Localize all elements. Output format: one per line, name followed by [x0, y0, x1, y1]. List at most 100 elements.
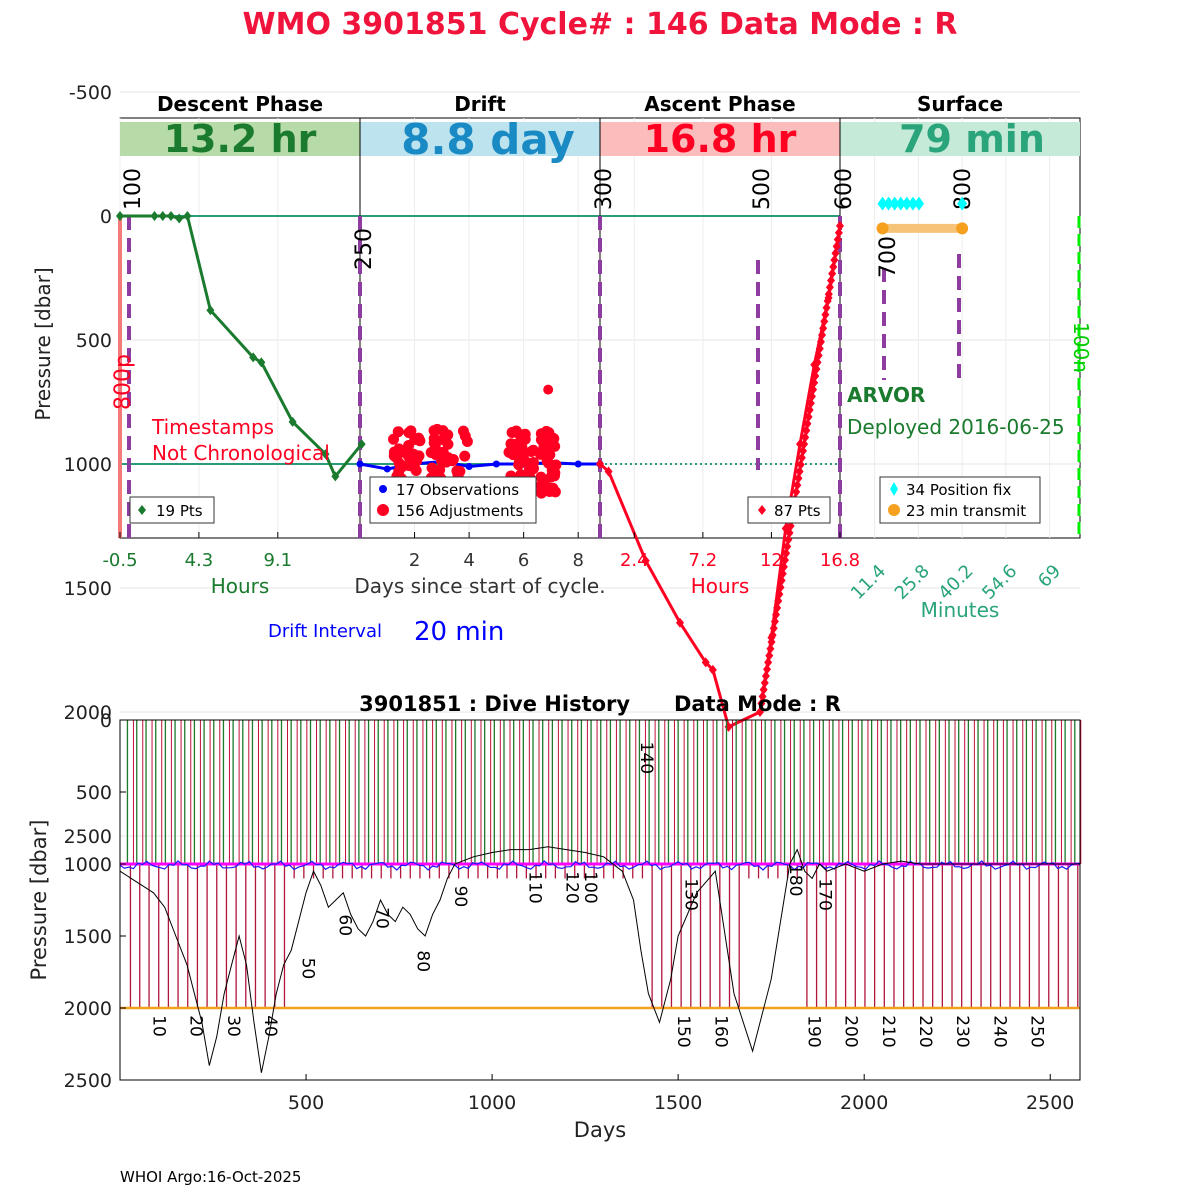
cycle-number-label: 210	[878, 1015, 898, 1047]
ascent-point	[764, 657, 773, 668]
drift-adjustment-point	[388, 446, 400, 458]
dive-history-chart: 3901851 : Dive History Data Mode : R 10 2…	[27, 692, 1082, 1142]
timestamps-note-line2: Not Chronological	[152, 441, 330, 465]
descent-point	[257, 357, 266, 368]
cycle-number-label: 40	[260, 1015, 280, 1037]
footer-credit: WHOI Argo:16-Oct-2025	[120, 1168, 301, 1186]
drift-adjustment-point	[430, 448, 442, 460]
top-x-tick-label: 69	[1034, 561, 1065, 592]
drift-adjustment-point	[525, 445, 537, 457]
ascent-point	[814, 350, 823, 361]
max-depth-trace	[119, 846, 1080, 1073]
drift-adjustment-point	[440, 456, 452, 468]
cycle-number-label: 80	[413, 950, 433, 972]
ascent-point	[833, 234, 842, 245]
descent-marker-icon	[138, 505, 146, 515]
drift-adjustment-point	[503, 446, 515, 458]
descent-point	[175, 213, 184, 224]
descent-point	[206, 305, 215, 316]
ascent-point	[796, 439, 804, 450]
drift-adjustment-point	[442, 429, 454, 441]
bottom-x-tick-label: 2000	[840, 1092, 888, 1114]
ascent-point	[596, 459, 604, 469]
marker-label-700: 700	[876, 236, 901, 278]
descent-point	[166, 211, 175, 221]
cycle-number-label: 100	[580, 871, 600, 903]
cycle-number-label: 200	[841, 1015, 861, 1047]
ascent-point	[724, 721, 733, 732]
ascent-point	[769, 623, 778, 634]
bottom-y-tick-label: 2000	[64, 998, 112, 1020]
bottom-x-tick-label: 1000	[468, 1092, 516, 1114]
ascent-point	[792, 486, 801, 497]
top-x-ticks: -0.5 4.3 9.1 2 4 6 8 2.4 7.2 12 16.811.4 25.8 40.2 54…	[102, 532, 1065, 604]
cycle-number-label: 70	[372, 907, 392, 929]
drift-adjustment-point	[457, 425, 469, 437]
page-title: WMO 3901851 Cycle# : 146 Data Mode : R	[243, 7, 958, 42]
ascent-point	[824, 289, 833, 300]
phase-title-ascent: Ascent Phase	[644, 92, 795, 116]
cycle-number-label: 220	[915, 1015, 935, 1047]
ascent-point	[795, 466, 804, 477]
ascent-point	[765, 650, 774, 661]
drift-interval-label: Drift Interval	[268, 621, 382, 642]
drift-adjustment-point	[403, 439, 415, 451]
ascent-point	[797, 452, 806, 463]
ascent-point	[776, 582, 785, 593]
ascent-point	[756, 707, 764, 717]
drift-adjustment-point	[523, 463, 535, 475]
ascent-point	[832, 241, 841, 252]
ascent-point	[821, 309, 830, 320]
ascent-point	[701, 657, 710, 668]
cycle-number-label: 190	[803, 1015, 823, 1047]
top-x-tick-label: 12	[760, 550, 783, 571]
bottom-x-tick-label: 2500	[1026, 1092, 1074, 1114]
marker-label-250: 250	[352, 228, 377, 270]
ascent-point	[708, 664, 717, 675]
surface-position-fix	[901, 196, 912, 211]
bottom-y-tick-label: 0	[100, 710, 112, 732]
ascent-point	[822, 302, 831, 313]
cycle-number-label: 120	[562, 871, 582, 903]
cycle-number-label: 10	[148, 1015, 168, 1037]
top-x-tick-label: 8	[572, 550, 583, 571]
legend-drift-obs-label: 17 Observations	[396, 481, 519, 499]
ascent-point	[763, 664, 772, 675]
drift-duration-box	[360, 122, 600, 156]
drift-adjustment-point	[543, 427, 555, 439]
ascent-point	[806, 398, 815, 409]
cycle-profile-chart: Descent Phase Drift Ascent Phase Surface…	[31, 82, 1093, 848]
legend-drift-adj-label: 156 Adjustments	[396, 502, 524, 520]
top-y-tick-label: 1500	[64, 578, 112, 600]
descent-series	[116, 211, 366, 482]
dive-history-lines	[119, 846, 1081, 1073]
bottom-y-ticks: 0 500 1000 1500 2000 2500	[64, 710, 126, 1092]
marker-label-100n: 100n	[1069, 322, 1093, 373]
drift-observation-point	[574, 460, 582, 468]
ascent-line	[599, 225, 842, 730]
bottom-x-tick-label: 500	[288, 1092, 324, 1114]
surface-position-fix	[913, 196, 924, 211]
ascent-point	[781, 555, 789, 566]
cycle-number-label: 110	[524, 871, 544, 903]
surface-position-fix	[895, 196, 906, 211]
ascent-point	[818, 330, 827, 341]
cycle-number-label: 140	[636, 742, 656, 774]
ascent-point	[827, 275, 836, 286]
ascent-point	[757, 698, 766, 709]
descent-duration-box	[120, 122, 360, 156]
phase-title-surface: Surface	[917, 92, 1003, 116]
drift-adjustment-point	[405, 460, 417, 472]
ascent-point	[766, 643, 775, 654]
marker-label-300: 300	[592, 168, 617, 210]
top-y-tick-label: 2000	[64, 702, 112, 724]
ascent-point	[676, 617, 684, 628]
bottom-y-tick-label: 1500	[64, 926, 112, 948]
bottom-y-tick-label: 500	[76, 782, 112, 804]
x-label-surface: Minutes	[921, 598, 1000, 622]
ascent-point	[759, 684, 768, 695]
legend-surface: 34 Position fix 23 min transmit	[879, 476, 1041, 524]
drift-adjustment-point	[392, 426, 404, 438]
top-x-tick-label: 16.8	[820, 550, 860, 571]
